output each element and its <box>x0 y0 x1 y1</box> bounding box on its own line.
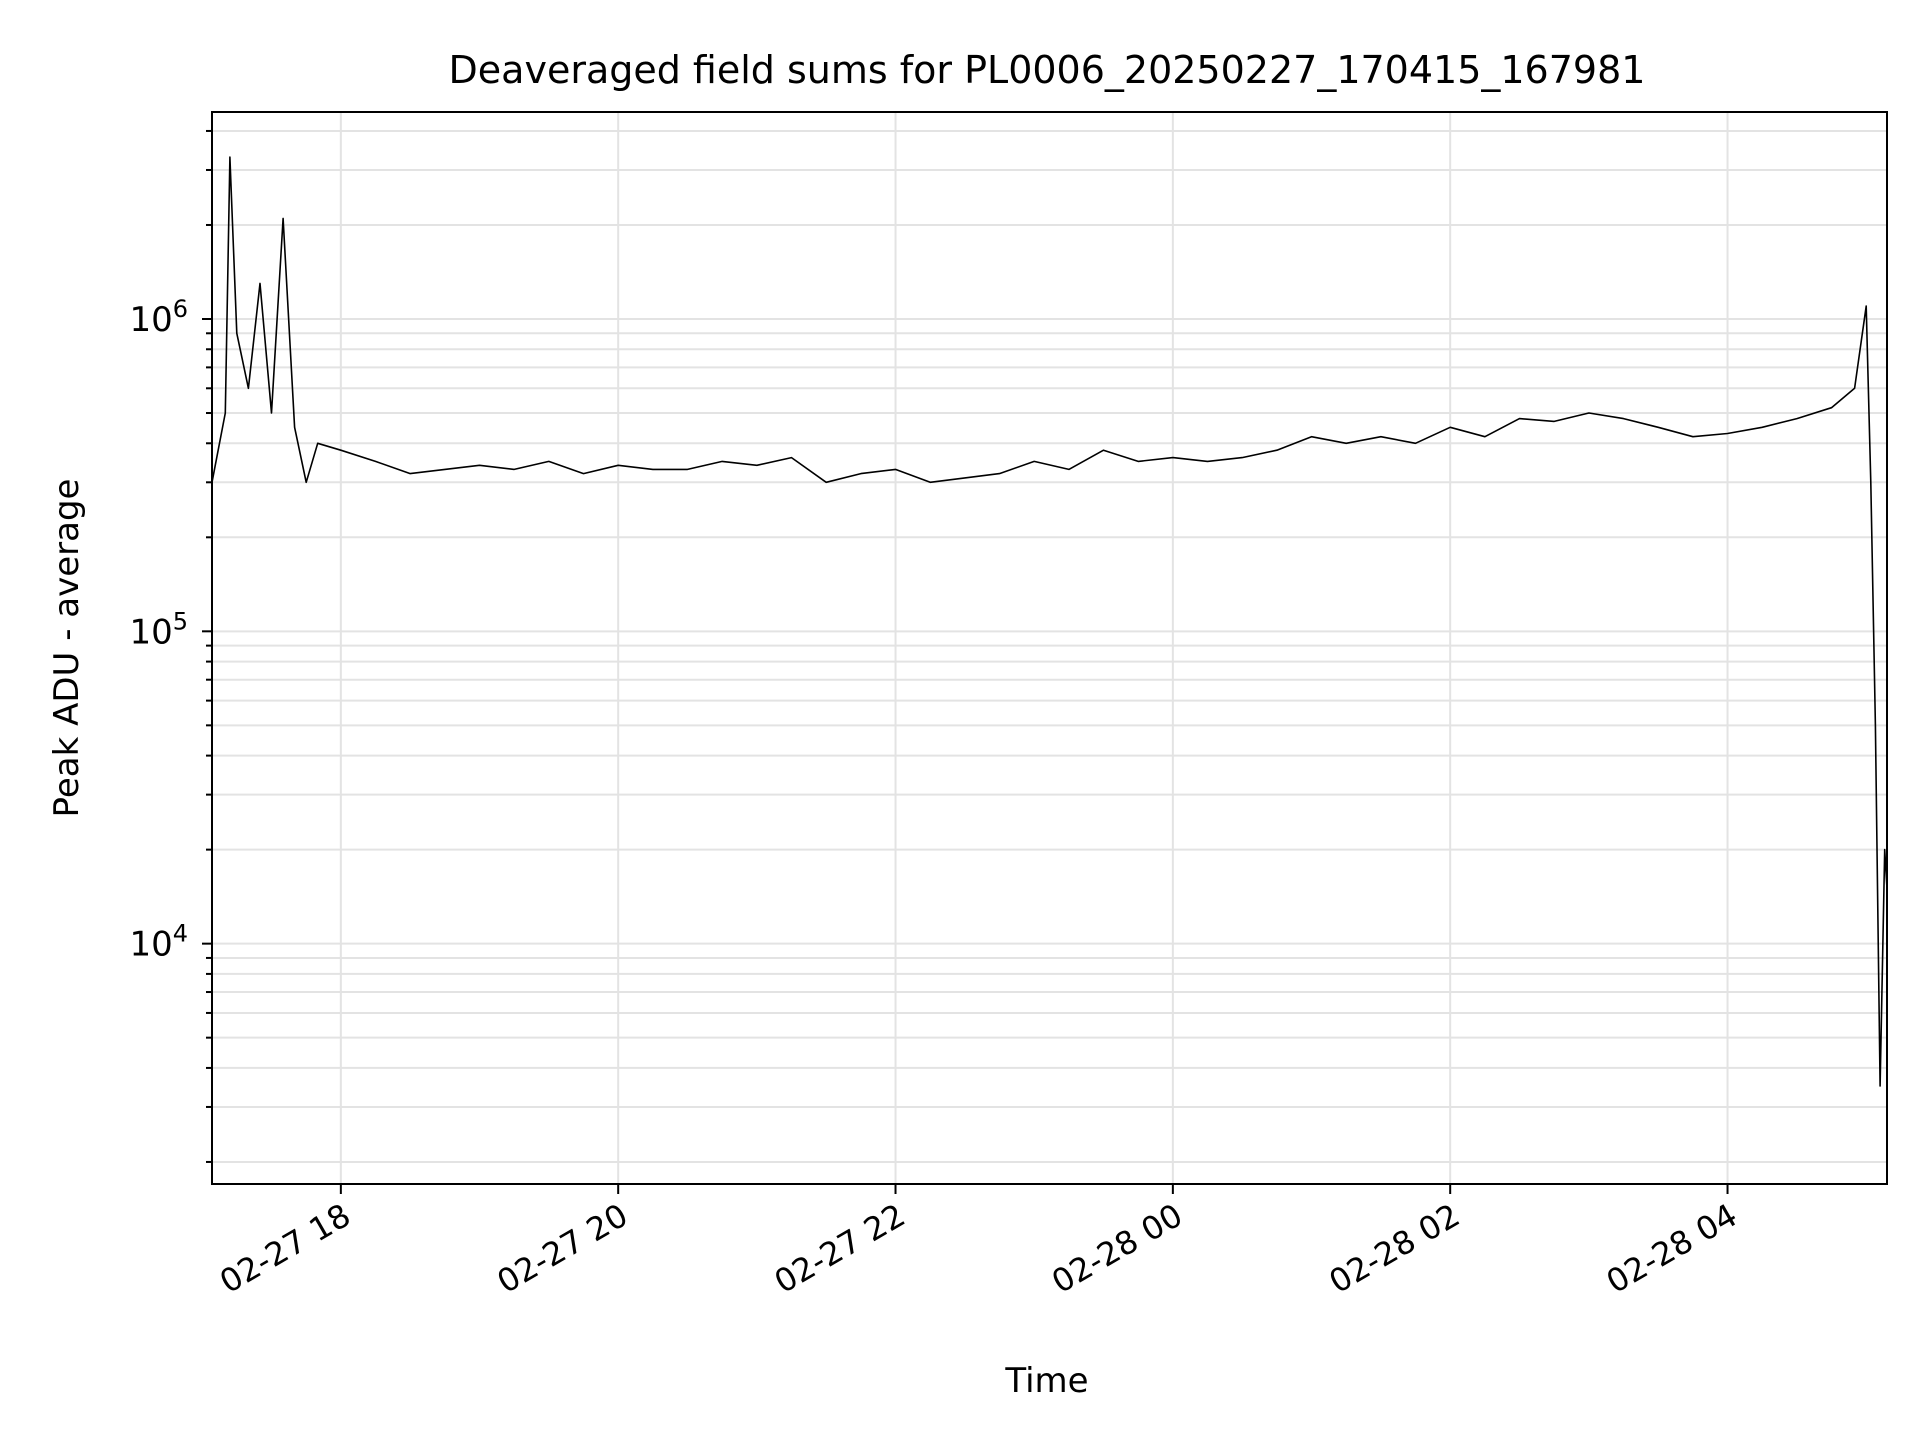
y-tick-label: 106 <box>129 295 188 340</box>
series-layer <box>211 156 1888 1087</box>
y-tick-label: 105 <box>129 607 188 652</box>
series-line <box>211 156 1888 1087</box>
grid-layer <box>212 112 1887 1184</box>
y-tick-label: 104 <box>129 920 188 965</box>
y-axis-label: Peak ADU - average <box>47 479 87 818</box>
chart-title: Deaveraged field sums for PL0006_2025022… <box>449 48 1646 92</box>
x-axis-label: Time <box>1004 1361 1088 1401</box>
plot-frame <box>211 111 1888 1185</box>
